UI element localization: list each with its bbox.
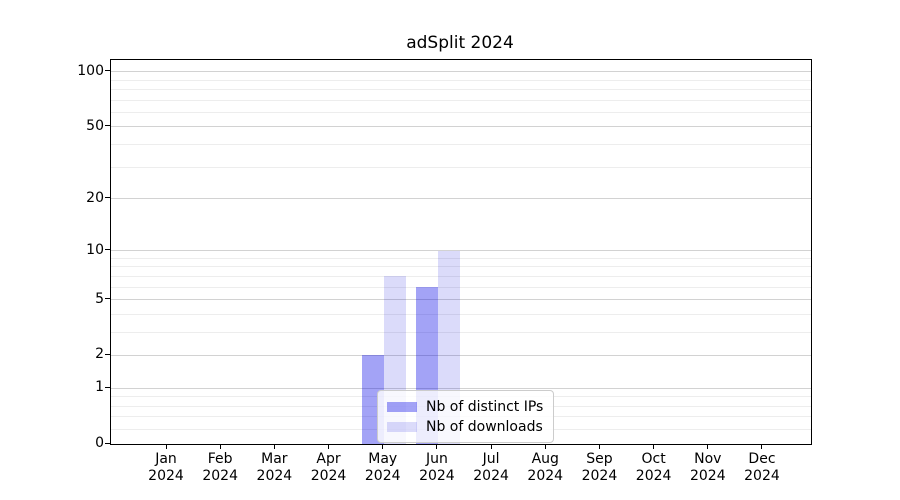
x-tick-year: 2024	[689, 468, 726, 484]
x-tick-mark	[598, 444, 600, 449]
x-tick-year: 2024	[419, 468, 455, 484]
x-tick-mark	[544, 444, 546, 449]
x-tick-label: Aug 2024	[505, 451, 585, 485]
y-gridline-minor	[111, 331, 811, 333]
x-tick-year: 2024	[310, 468, 347, 484]
x-tick-mark	[436, 444, 438, 449]
y-tick-mark	[105, 442, 110, 444]
x-tick-year: 2024	[581, 468, 618, 484]
y-gridline-minor	[111, 99, 811, 101]
x-tick-label: May 2024	[343, 451, 423, 485]
x-tick-mark	[382, 444, 384, 449]
y-gridline-major	[111, 126, 811, 128]
plot-area	[110, 59, 812, 445]
y-gridline-minor	[111, 79, 811, 81]
y-tick-label: 5	[95, 290, 104, 307]
x-tick-label: Sep 2024	[559, 451, 639, 485]
y-gridline-minor	[111, 266, 811, 268]
x-tick-year: 2024	[635, 468, 672, 484]
x-tick-year: 2024	[364, 468, 401, 484]
x-tick-year: 2024	[527, 468, 564, 484]
x-tick-mark	[490, 444, 492, 449]
legend-item: Nb of downloads	[387, 417, 543, 436]
y-tick-mark	[105, 298, 110, 300]
x-tick-mark	[273, 444, 275, 449]
y-gridline-minor	[111, 257, 811, 259]
x-tick-label: Dec 2024	[722, 451, 802, 485]
y-gridline-minor	[111, 144, 811, 146]
y-gridline-major	[111, 250, 811, 252]
x-tick-label: Mar 2024	[234, 451, 314, 485]
y-tick-mark	[105, 125, 110, 127]
x-tick-label: Apr 2024	[289, 451, 369, 485]
y-gridline-minor	[111, 275, 811, 277]
x-tick-mark	[165, 444, 167, 449]
x-tick-label: Nov 2024	[668, 451, 748, 485]
y-gridline-minor	[111, 89, 811, 91]
x-tick-mark	[219, 444, 221, 449]
legend-swatch	[387, 401, 417, 412]
x-tick-label: Jul 2024	[451, 451, 531, 485]
x-tick-year: 2024	[473, 468, 509, 484]
y-gridline-minor	[111, 166, 811, 168]
x-tick-year: 2024	[256, 468, 293, 484]
legend-swatch	[387, 421, 417, 432]
y-tick-label: 100	[77, 62, 104, 79]
x-tick-mark	[707, 444, 709, 449]
y-gridline-minor	[111, 286, 811, 288]
x-tick-label: Oct 2024	[614, 451, 694, 485]
y-gridline-minor	[111, 112, 811, 114]
y-gridline-major	[111, 354, 811, 356]
legend-item: Nb of distinct IPs	[387, 397, 543, 416]
y-tick-label: 1	[95, 379, 104, 396]
x-tick-year: 2024	[744, 468, 780, 484]
legend-label: Nb of distinct IPs	[426, 398, 544, 415]
x-tick-mark	[761, 444, 763, 449]
y-tick-label: 0	[95, 435, 104, 451]
y-tick-mark	[105, 197, 110, 198]
x-tick-label: Jun 2024	[397, 451, 477, 485]
y-gridline-major	[111, 198, 811, 199]
y-tick-mark	[105, 70, 110, 72]
x-tick-year: 2024	[148, 468, 184, 484]
chart-title: adSplit 2024	[406, 33, 514, 53]
y-tick-mark	[105, 353, 110, 355]
y-tick-mark	[105, 249, 110, 251]
y-gridline-major	[111, 387, 811, 389]
x-tick-label: Feb 2024	[180, 451, 260, 485]
y-tick-label: 50	[86, 117, 104, 134]
y-tick-label: 10	[86, 241, 104, 258]
x-tick-label: Jan 2024	[126, 451, 206, 485]
x-tick-year: 2024	[202, 468, 238, 484]
y-tick-label: 2	[95, 346, 104, 363]
x-tick-mark	[653, 444, 655, 449]
y-gridline-major	[111, 299, 811, 301]
y-tick-label: 20	[86, 189, 104, 206]
y-gridline-minor	[111, 313, 811, 315]
y-tick-mark	[105, 386, 110, 388]
legend-label: Nb of downloads	[426, 418, 543, 435]
y-gridline-major	[111, 71, 811, 73]
x-tick-mark	[328, 444, 330, 449]
legend: Nb of distinct IPs Nb of downloads	[377, 390, 555, 443]
